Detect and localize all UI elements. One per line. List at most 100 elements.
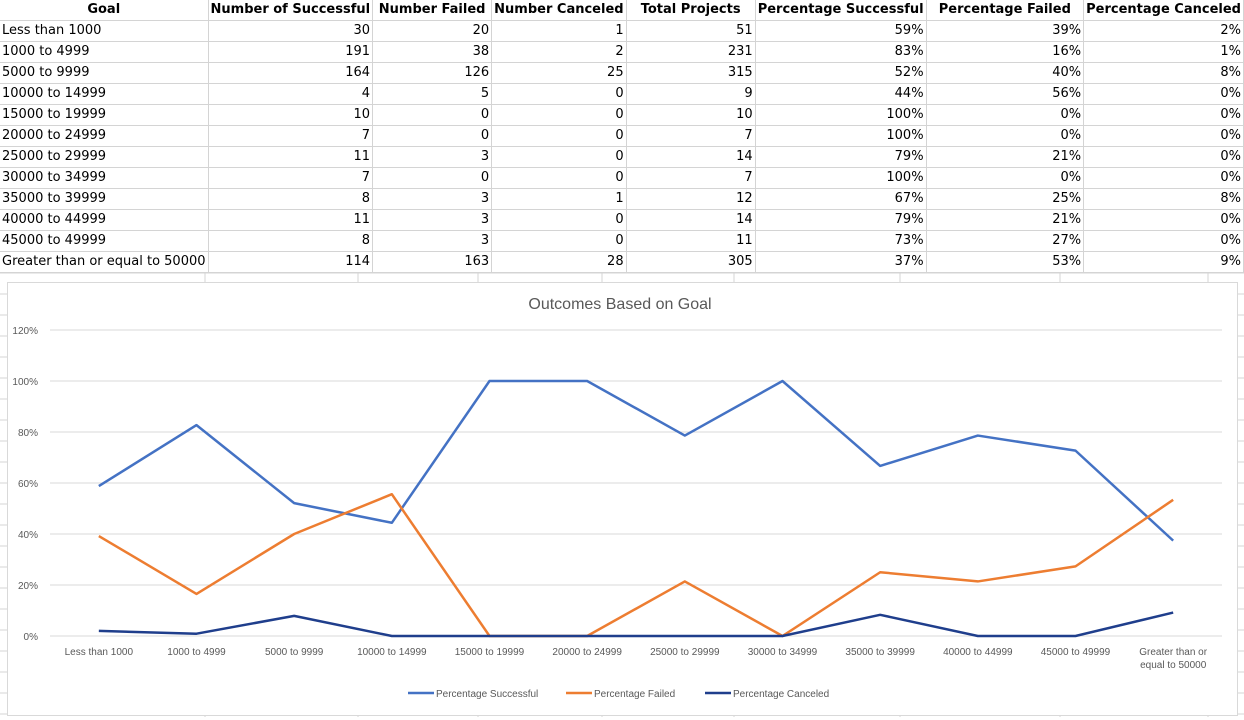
goal-cell[interactable]: Greater than or equal to 50000: [0, 251, 209, 273]
value-cell[interactable]: 0%: [1083, 167, 1244, 189]
value-cell[interactable]: 30: [208, 20, 374, 42]
value-cell[interactable]: 0: [491, 83, 627, 105]
value-cell[interactable]: 0%: [1083, 209, 1244, 231]
value-cell[interactable]: 0: [491, 230, 627, 252]
value-cell[interactable]: 0%: [926, 167, 1085, 189]
value-cell[interactable]: 25: [491, 62, 627, 84]
value-cell[interactable]: 2%: [1083, 20, 1244, 42]
value-cell[interactable]: 9: [626, 83, 756, 105]
header-cell[interactable]: Percentage Successful: [755, 0, 927, 21]
value-cell[interactable]: 11: [208, 146, 374, 168]
goal-cell[interactable]: 1000 to 4999: [0, 41, 209, 63]
value-cell[interactable]: 7: [626, 167, 756, 189]
goal-cell[interactable]: 40000 to 44999: [0, 209, 209, 231]
value-cell[interactable]: 39%: [926, 20, 1085, 42]
goal-cell[interactable]: 25000 to 29999: [0, 146, 209, 168]
value-cell[interactable]: 67%: [755, 188, 927, 210]
goal-cell[interactable]: 35000 to 39999: [0, 188, 209, 210]
value-cell[interactable]: 21%: [926, 209, 1085, 231]
value-cell[interactable]: 0%: [1083, 83, 1244, 105]
value-cell[interactable]: 0: [491, 209, 627, 231]
value-cell[interactable]: 0%: [926, 125, 1085, 147]
value-cell[interactable]: 191: [208, 41, 374, 63]
value-cell[interactable]: 53%: [926, 251, 1085, 273]
value-cell[interactable]: 5: [372, 83, 493, 105]
header-cell[interactable]: Percentage Canceled: [1083, 0, 1244, 21]
goal-cell[interactable]: 5000 to 9999: [0, 62, 209, 84]
goal-cell[interactable]: 45000 to 49999: [0, 230, 209, 252]
value-cell[interactable]: 38: [372, 41, 493, 63]
value-cell[interactable]: 3: [372, 188, 493, 210]
header-cell[interactable]: Goal: [0, 0, 209, 21]
value-cell[interactable]: 100%: [755, 167, 927, 189]
value-cell[interactable]: 0%: [926, 104, 1085, 126]
value-cell[interactable]: 44%: [755, 83, 927, 105]
goal-cell[interactable]: 10000 to 14999: [0, 83, 209, 105]
value-cell[interactable]: 12: [626, 188, 756, 210]
value-cell[interactable]: 8: [208, 188, 374, 210]
value-cell[interactable]: 315: [626, 62, 756, 84]
chart-area[interactable]: Outcomes Based on Goal 0% 20% 40% 60% 80% 100…: [7, 282, 1238, 716]
value-cell[interactable]: 59%: [755, 20, 927, 42]
value-cell[interactable]: 8%: [1083, 188, 1244, 210]
value-cell[interactable]: 40%: [926, 62, 1085, 84]
value-cell[interactable]: 0: [372, 104, 493, 126]
value-cell[interactable]: 164: [208, 62, 374, 84]
value-cell[interactable]: 3: [372, 230, 493, 252]
value-cell[interactable]: 51: [626, 20, 756, 42]
value-cell[interactable]: 79%: [755, 209, 927, 231]
value-cell[interactable]: 0: [491, 125, 627, 147]
value-cell[interactable]: 0: [372, 125, 493, 147]
value-cell[interactable]: 8: [208, 230, 374, 252]
header-cell[interactable]: Number Canceled: [491, 0, 627, 21]
value-cell[interactable]: 1: [491, 20, 627, 42]
goal-cell[interactable]: 30000 to 34999: [0, 167, 209, 189]
value-cell[interactable]: 7: [208, 167, 374, 189]
header-cell[interactable]: Percentage Failed: [926, 0, 1085, 21]
value-cell[interactable]: 79%: [755, 146, 927, 168]
value-cell[interactable]: 7: [208, 125, 374, 147]
value-cell[interactable]: 0: [372, 167, 493, 189]
value-cell[interactable]: 0%: [1083, 104, 1244, 126]
value-cell[interactable]: 126: [372, 62, 493, 84]
value-cell[interactable]: 73%: [755, 230, 927, 252]
value-cell[interactable]: 9%: [1083, 251, 1244, 273]
header-cell[interactable]: Number Failed: [372, 0, 493, 21]
value-cell[interactable]: 1: [491, 188, 627, 210]
goal-cell[interactable]: 20000 to 24999: [0, 125, 209, 147]
value-cell[interactable]: 163: [372, 251, 493, 273]
value-cell[interactable]: 16%: [926, 41, 1085, 63]
value-cell[interactable]: 0%: [1083, 146, 1244, 168]
value-cell[interactable]: 21%: [926, 146, 1085, 168]
goal-cell[interactable]: 15000 to 19999: [0, 104, 209, 126]
value-cell[interactable]: 0%: [1083, 230, 1244, 252]
value-cell[interactable]: 3: [372, 146, 493, 168]
value-cell[interactable]: 0%: [1083, 125, 1244, 147]
value-cell[interactable]: 56%: [926, 83, 1085, 105]
value-cell[interactable]: 10: [208, 104, 374, 126]
value-cell[interactable]: 11: [626, 230, 756, 252]
value-cell[interactable]: 114: [208, 251, 374, 273]
value-cell[interactable]: 0: [491, 146, 627, 168]
value-cell[interactable]: 14: [626, 146, 756, 168]
value-cell[interactable]: 3: [372, 209, 493, 231]
value-cell[interactable]: 2: [491, 41, 627, 63]
value-cell[interactable]: 100%: [755, 125, 927, 147]
header-cell[interactable]: Number of Successful: [208, 0, 374, 21]
value-cell[interactable]: 25%: [926, 188, 1085, 210]
value-cell[interactable]: 4: [208, 83, 374, 105]
value-cell[interactable]: 11: [208, 209, 374, 231]
value-cell[interactable]: 52%: [755, 62, 927, 84]
value-cell[interactable]: 1%: [1083, 41, 1244, 63]
value-cell[interactable]: 27%: [926, 230, 1085, 252]
goal-cell[interactable]: Less than 1000: [0, 20, 209, 42]
value-cell[interactable]: 28: [491, 251, 627, 273]
value-cell[interactable]: 14: [626, 209, 756, 231]
header-cell[interactable]: Total Projects: [626, 0, 756, 21]
value-cell[interactable]: 8%: [1083, 62, 1244, 84]
value-cell[interactable]: 20: [372, 20, 493, 42]
value-cell[interactable]: 83%: [755, 41, 927, 63]
value-cell[interactable]: 231: [626, 41, 756, 63]
value-cell[interactable]: 37%: [755, 251, 927, 273]
value-cell[interactable]: 7: [626, 125, 756, 147]
